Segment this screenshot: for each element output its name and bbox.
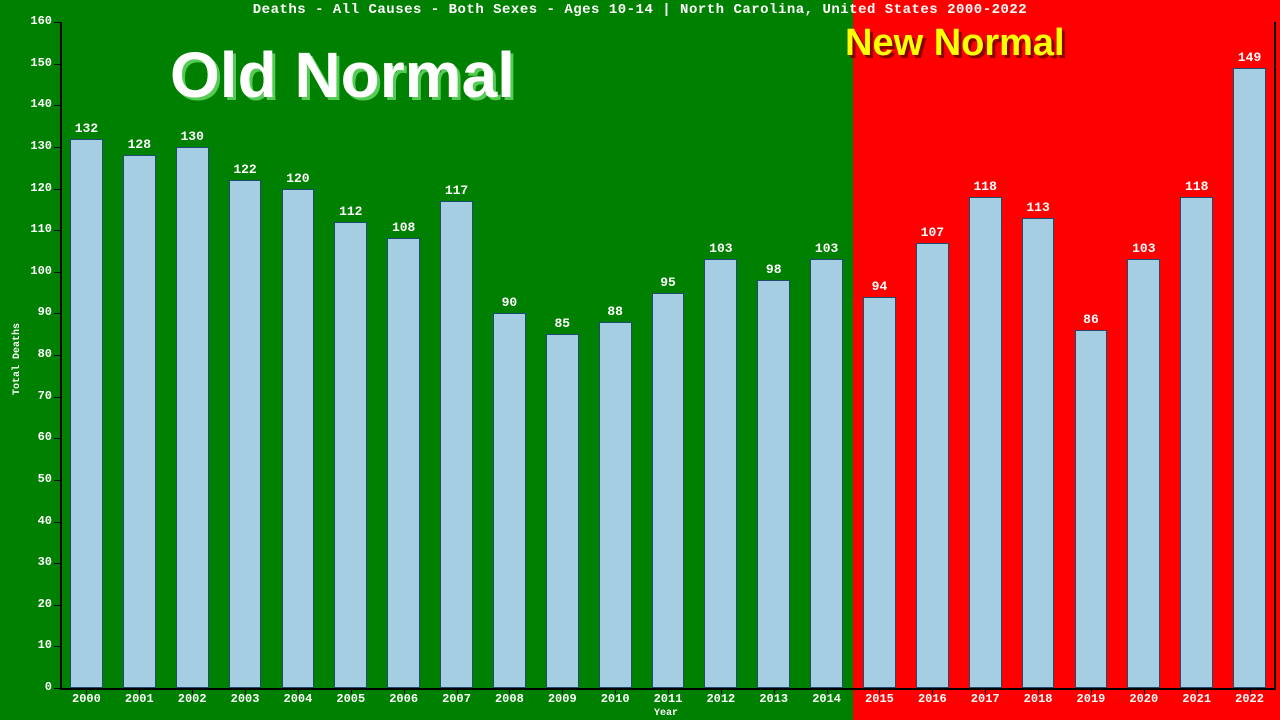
bar xyxy=(810,259,843,688)
bar xyxy=(916,243,949,688)
x-tick-label: 2001 xyxy=(125,692,154,706)
bar-value-label: 149 xyxy=(1238,50,1261,65)
bar xyxy=(282,189,315,689)
bar xyxy=(599,322,632,688)
bar-value-label: 86 xyxy=(1083,312,1099,327)
y-tick-label: 30 xyxy=(12,555,52,569)
bar-value-label: 118 xyxy=(974,179,997,194)
x-axis-label: Year xyxy=(654,708,678,719)
x-tick-label: 2014 xyxy=(812,692,841,706)
x-tick-label: 2010 xyxy=(601,692,630,706)
x-tick-label: 2003 xyxy=(231,692,260,706)
bar-value-label: 112 xyxy=(339,204,362,219)
bar-value-label: 103 xyxy=(815,241,838,256)
y-axis-label: Total Deaths xyxy=(12,323,23,395)
bar-value-label: 118 xyxy=(1185,179,1208,194)
bar xyxy=(440,201,473,688)
x-tick-label: 2009 xyxy=(548,692,577,706)
y-tick-label: 100 xyxy=(12,264,52,278)
y-tick-label: 110 xyxy=(12,222,52,236)
axis-line-y xyxy=(60,22,62,688)
bar xyxy=(652,293,685,688)
x-tick-label: 2020 xyxy=(1129,692,1158,706)
x-tick-label: 2013 xyxy=(759,692,788,706)
x-tick-label: 2002 xyxy=(178,692,207,706)
bar xyxy=(1127,259,1160,688)
y-tick-label: 120 xyxy=(12,181,52,195)
bar-value-label: 95 xyxy=(660,275,676,290)
bar xyxy=(387,238,420,688)
bar xyxy=(176,147,209,688)
x-tick-label: 2007 xyxy=(442,692,471,706)
x-tick-label: 2005 xyxy=(336,692,365,706)
x-tick-label: 2022 xyxy=(1235,692,1264,706)
bar xyxy=(334,222,367,688)
y-tick-label: 160 xyxy=(12,14,52,28)
x-tick-label: 2011 xyxy=(654,692,683,706)
annotation-old_normal_text: Old Normal xyxy=(170,38,515,112)
y-tick-label: 140 xyxy=(12,97,52,111)
x-tick-label: 2015 xyxy=(865,692,894,706)
annotation-new_normal_text: New Normal xyxy=(845,22,1065,65)
x-tick-label: 2008 xyxy=(495,692,524,706)
bar-value-label: 94 xyxy=(872,279,888,294)
bar xyxy=(863,297,896,688)
bar xyxy=(229,180,262,688)
x-tick-label: 2006 xyxy=(389,692,418,706)
x-tick-label: 2021 xyxy=(1182,692,1211,706)
bar-value-label: 113 xyxy=(1026,200,1049,215)
bar-value-label: 90 xyxy=(502,295,518,310)
bar-value-label: 85 xyxy=(554,316,570,331)
bar xyxy=(1233,68,1266,688)
y-tick-label: 130 xyxy=(12,139,52,153)
x-tick-label: 2017 xyxy=(971,692,1000,706)
bar-value-label: 98 xyxy=(766,262,782,277)
y-tick-label: 40 xyxy=(12,514,52,528)
y-tick-label: 20 xyxy=(12,597,52,611)
x-tick-label: 2012 xyxy=(706,692,735,706)
y-tick-label: 150 xyxy=(12,56,52,70)
axis-line-y2 xyxy=(1274,22,1276,688)
bar xyxy=(1180,197,1213,688)
y-tick-label: 0 xyxy=(12,680,52,694)
bar xyxy=(1022,218,1055,688)
y-tick-label: 90 xyxy=(12,305,52,319)
bar-value-label: 120 xyxy=(286,171,309,186)
x-tick-label: 2018 xyxy=(1024,692,1053,706)
y-tick-label: 50 xyxy=(12,472,52,486)
x-tick-label: 2016 xyxy=(918,692,947,706)
x-tick-label: 2019 xyxy=(1077,692,1106,706)
axis-line-x xyxy=(60,688,1276,690)
bar xyxy=(969,197,1002,688)
bar xyxy=(1075,330,1108,688)
bar xyxy=(123,155,156,688)
x-tick-label: 2004 xyxy=(284,692,313,706)
bar-value-label: 103 xyxy=(709,241,732,256)
bar-value-label: 132 xyxy=(75,121,98,136)
bar xyxy=(70,139,103,688)
bar-value-label: 130 xyxy=(180,129,203,144)
bar-value-label: 108 xyxy=(392,220,415,235)
y-tick-label: 60 xyxy=(12,430,52,444)
chart-root: Deaths - All Causes - Both Sexes - Ages … xyxy=(0,0,1280,720)
y-tick-label: 10 xyxy=(12,638,52,652)
bar-value-label: 117 xyxy=(445,183,468,198)
bar-value-label: 88 xyxy=(607,304,623,319)
bar-value-label: 107 xyxy=(921,225,944,240)
bar-value-label: 122 xyxy=(233,162,256,177)
bar xyxy=(757,280,790,688)
chart-title: Deaths - All Causes - Both Sexes - Ages … xyxy=(0,2,1280,18)
bar xyxy=(493,313,526,688)
x-tick-label: 2000 xyxy=(72,692,101,706)
bar xyxy=(704,259,737,688)
bar-value-label: 103 xyxy=(1132,241,1155,256)
bar xyxy=(546,334,579,688)
bar-value-label: 128 xyxy=(128,137,151,152)
